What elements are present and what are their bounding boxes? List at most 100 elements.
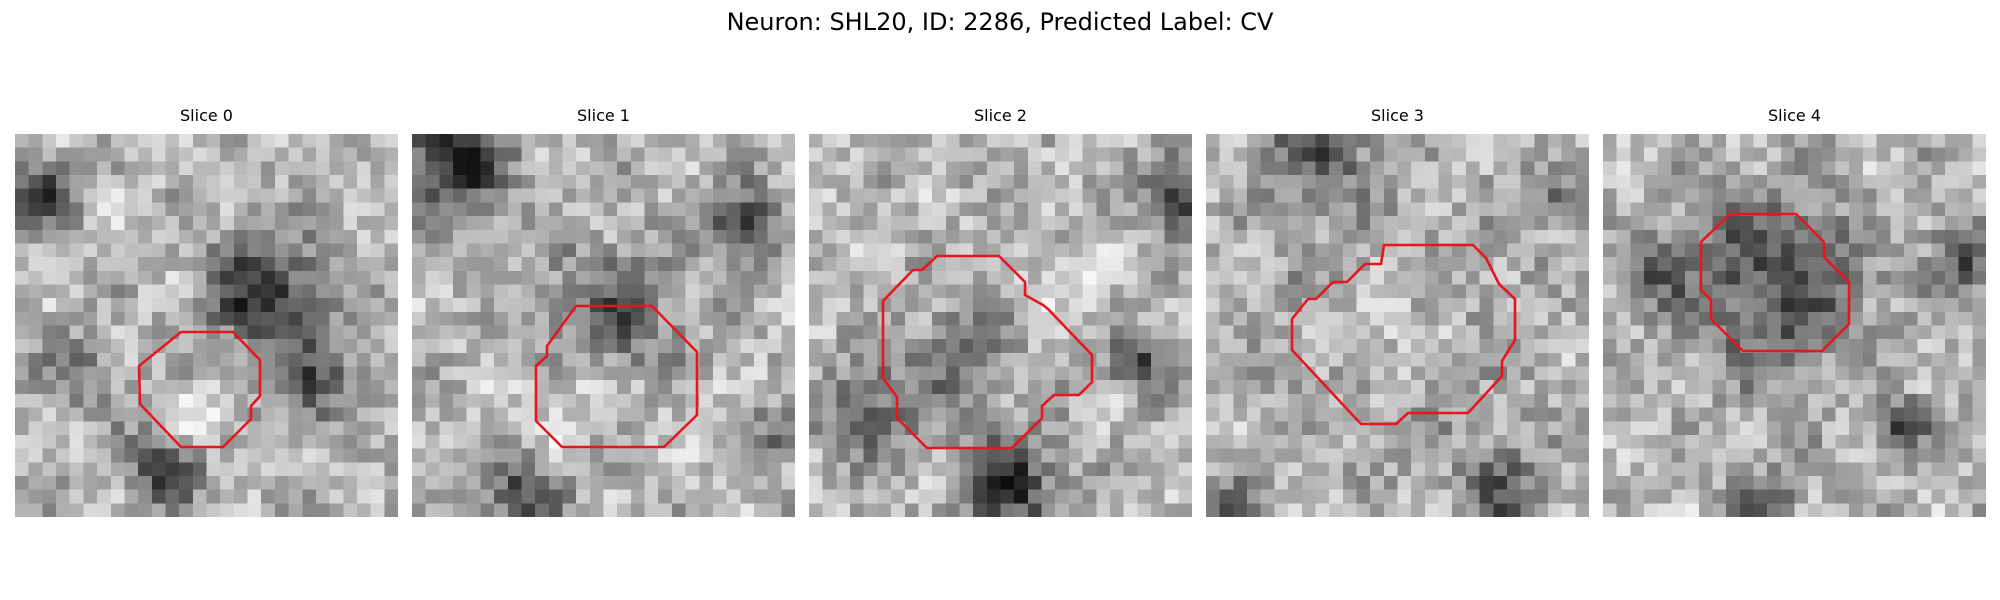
image-pixel	[1493, 475, 1508, 491]
image-pixel	[439, 325, 454, 340]
image-pixel	[315, 325, 331, 340]
image-pixel	[1247, 243, 1262, 258]
image-pixel	[138, 270, 153, 286]
image-pixel	[1903, 243, 1919, 258]
image-pixel	[1917, 352, 1932, 368]
image-pixel	[329, 202, 344, 217]
image-pixel	[370, 161, 385, 176]
image-pixel	[466, 298, 481, 313]
image-pixel	[589, 229, 605, 245]
image-pixel	[863, 284, 878, 299]
image-pixel	[1876, 407, 1891, 422]
image-pixel	[1726, 339, 1741, 354]
image-pixel	[1739, 134, 1755, 149]
image-pixel	[1821, 421, 1837, 436]
image-pixel	[97, 161, 112, 176]
image-pixel	[370, 202, 385, 217]
image-pixel	[1849, 434, 1864, 450]
image-pixel	[1616, 202, 1631, 217]
image-pixel	[480, 202, 495, 217]
image-pixel	[274, 134, 290, 149]
image-pixel	[658, 257, 673, 272]
image-pixel	[562, 270, 577, 286]
image-pixel	[1082, 202, 1097, 217]
image-pixel	[822, 188, 837, 203]
image-pixel	[1698, 298, 1714, 313]
image-pixel	[891, 134, 906, 149]
image-pixel	[1014, 393, 1029, 409]
image-pixel	[1055, 421, 1070, 436]
image-pixel	[425, 434, 440, 450]
image-pixel	[1055, 503, 1070, 517]
image-pixel	[1219, 243, 1234, 258]
image-pixel	[836, 284, 851, 299]
image-pixel	[1438, 134, 1453, 149]
image-pixel	[165, 503, 180, 517]
image-pixel	[589, 216, 605, 231]
image-pixel	[1301, 339, 1317, 354]
image-pixel	[1452, 475, 1467, 491]
image-pixel	[521, 489, 536, 504]
image-pixel	[494, 257, 509, 272]
image-pixel	[1603, 339, 1618, 354]
image-pixel	[425, 462, 440, 477]
image-pixel	[1821, 366, 1837, 381]
image-pixel	[124, 188, 139, 203]
image-pixel	[562, 311, 577, 327]
image-pixel	[576, 243, 591, 258]
image-pixel	[1931, 407, 1946, 422]
image-pixel	[480, 284, 495, 299]
image-pixel	[1917, 421, 1932, 436]
image-pixel	[1082, 175, 1097, 190]
image-pixel	[535, 462, 550, 477]
image-pixel	[1616, 325, 1631, 340]
image-pixel	[56, 421, 71, 436]
image-pixel	[863, 407, 878, 422]
image-pixel	[753, 175, 769, 190]
image-pixel	[1452, 448, 1467, 463]
image-pixel	[329, 380, 344, 395]
image-pixel	[480, 134, 495, 149]
image-pixel	[753, 284, 769, 299]
image-pixel	[1849, 161, 1864, 176]
image-pixel	[480, 366, 495, 381]
image-pixel	[521, 380, 536, 395]
image-pixel	[261, 366, 276, 381]
image-pixel	[1616, 134, 1631, 149]
image-pixel	[288, 475, 303, 491]
image-pixel	[959, 325, 974, 340]
image-pixel	[740, 175, 755, 190]
image-pixel	[1301, 229, 1317, 245]
image-pixel	[1493, 229, 1508, 245]
image-pixel	[809, 147, 824, 162]
image-pixel	[261, 503, 276, 517]
image-pixel	[42, 147, 57, 162]
image-pixel	[863, 216, 878, 231]
image-pixel	[97, 175, 112, 190]
image-pixel	[1862, 311, 1878, 327]
image-pixel	[1726, 229, 1741, 245]
image-pixel	[1671, 216, 1686, 231]
image-pixel	[1575, 161, 1589, 176]
image-pixel	[83, 352, 98, 368]
image-pixel	[521, 311, 536, 327]
image-pixel	[973, 475, 988, 491]
image-pixel	[274, 339, 290, 354]
image-pixel	[712, 366, 728, 381]
image-pixel	[1027, 311, 1043, 327]
image-pixel	[1493, 147, 1508, 162]
image-pixel	[973, 270, 988, 286]
image-pixel	[83, 407, 98, 422]
image-pixel	[918, 462, 933, 477]
image-pixel	[712, 257, 728, 272]
slice-image-4	[1603, 134, 1986, 517]
image-pixel	[192, 421, 208, 436]
image-pixel	[891, 188, 906, 203]
image-pixel	[192, 175, 208, 190]
image-pixel	[1644, 489, 1659, 504]
image-pixel	[863, 147, 878, 162]
image-pixel	[1260, 366, 1275, 381]
image-pixel	[809, 448, 824, 463]
image-pixel	[69, 503, 84, 517]
image-pixel	[1206, 434, 1221, 450]
